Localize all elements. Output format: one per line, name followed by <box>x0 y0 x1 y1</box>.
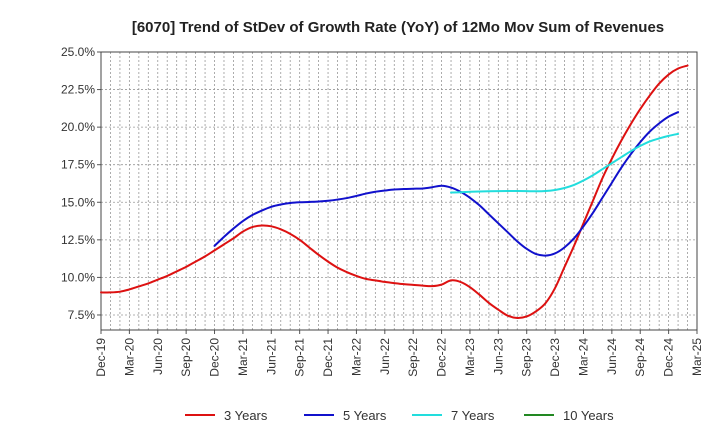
legend-label-7-years: 7 Years <box>451 408 495 423</box>
x-tick-label: Dec-19 <box>94 338 108 377</box>
legend: 3 Years 5 Years 7 Years 10 Years <box>185 408 614 423</box>
x-tick-label: Sep-21 <box>293 338 307 377</box>
x-tick-label: Jun-22 <box>378 338 392 375</box>
x-tick-label: Dec-21 <box>321 338 335 377</box>
x-tick-label: Mar-23 <box>463 338 477 376</box>
y-tick-label: 25.0% <box>61 45 95 59</box>
x-tick-label: Dec-22 <box>435 338 449 377</box>
series-line-7-years <box>450 132 680 194</box>
y-tick-label: 10.0% <box>61 270 95 284</box>
x-tick-label: Dec-24 <box>662 338 676 377</box>
x-tick-label: Jun-23 <box>491 338 505 375</box>
series-lines <box>100 64 689 319</box>
x-tick-label: Mar-24 <box>576 338 590 376</box>
y-tick-label: 7.5% <box>68 308 96 322</box>
x-tick-label: Dec-20 <box>208 338 222 377</box>
x-tick-label: Jun-21 <box>264 338 278 375</box>
legend-label-5-years: 5 Years <box>343 408 387 423</box>
plot-border <box>100 51 698 331</box>
y-tick-label: 20.0% <box>61 120 95 134</box>
x-tick-label: Mar-25 <box>690 338 704 376</box>
chart-title: [6070] Trend of StDev of Growth Rate (Yo… <box>132 19 664 36</box>
y-tick-label: 15.0% <box>61 195 95 209</box>
x-tick-label: Mar-20 <box>122 338 136 376</box>
x-tick-label: Sep-24 <box>633 338 647 377</box>
y-tick-label: 22.5% <box>61 83 95 97</box>
x-tick-label: Jun-24 <box>605 338 619 375</box>
x-tick-label: Sep-20 <box>179 338 193 377</box>
x-tick-label: Jun-20 <box>151 338 165 375</box>
y-tick-label: 12.5% <box>61 233 95 247</box>
legend-label-10-years: 10 Years <box>563 408 614 423</box>
x-tick-label: Sep-22 <box>406 338 420 377</box>
x-tick-label: Mar-22 <box>349 338 363 376</box>
x-tick-label: Mar-21 <box>236 338 250 376</box>
series-line-3-years <box>100 64 689 319</box>
y-tick-label: 17.5% <box>61 158 95 172</box>
x-tick-label: Sep-23 <box>520 338 534 377</box>
x-tick-label: Dec-23 <box>548 338 562 377</box>
legend-label-3-years: 3 Years <box>224 408 268 423</box>
series-line-5-years <box>213 111 680 257</box>
axes: 7.5% 10.0% 12.5% 15.0% 17.5% 20.0% 22.5% 25.0% D… <box>61 45 704 377</box>
